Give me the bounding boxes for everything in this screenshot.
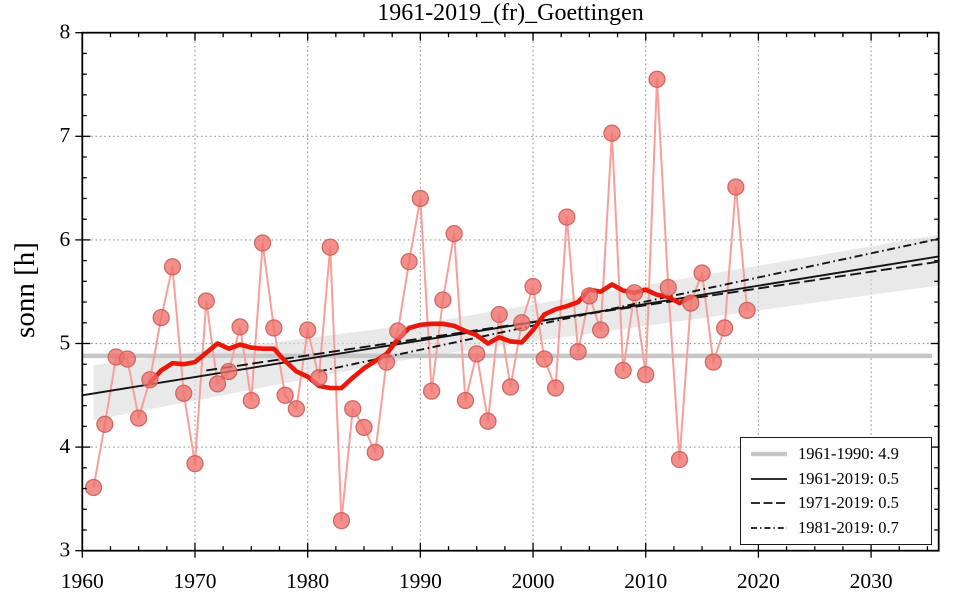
trend-1981-2019 xyxy=(318,237,939,373)
legend-line-sample xyxy=(751,526,787,529)
data-point-2013 xyxy=(670,450,689,469)
x-tick-label: 1960 xyxy=(61,569,104,593)
legend-label: 1971-2019: 0.5 xyxy=(798,493,899,513)
x-tick-label: 2010 xyxy=(624,569,667,593)
data-point-2004 xyxy=(569,343,587,361)
data-point-1964 xyxy=(118,350,137,368)
data-point-2011 xyxy=(648,70,666,88)
y-tick-label: 4 xyxy=(60,434,71,458)
x-tick-label: 1980 xyxy=(286,569,329,593)
y-tick-label: 5 xyxy=(60,330,71,354)
data-point-1984 xyxy=(344,400,362,418)
trend-1961-2019 xyxy=(82,255,939,397)
x-tick-label: 2000 xyxy=(512,569,555,593)
data-point-1981 xyxy=(310,369,328,387)
data-point-1991 xyxy=(422,382,441,400)
legend-label: 1981-2019: 0.7 xyxy=(798,517,899,537)
data-point-2005 xyxy=(580,287,599,305)
data-point-1961 xyxy=(84,478,103,497)
data-point-2001 xyxy=(535,350,553,368)
data-point-2018 xyxy=(727,178,745,196)
data-point-1970 xyxy=(186,455,204,473)
data-point-1986 xyxy=(366,443,384,461)
data-point-1965 xyxy=(129,409,148,427)
data-point-1968 xyxy=(163,258,182,276)
legend-line-sample xyxy=(751,477,787,480)
data-point-1999 xyxy=(513,314,531,332)
data-point-2007 xyxy=(603,124,621,142)
y-tick-label: 8 xyxy=(60,20,71,44)
legend-item-2: 1971-2019: 0.5 xyxy=(749,491,923,515)
data-point-1969 xyxy=(175,384,193,402)
legend-item-3: 1981-2019: 0.7 xyxy=(749,516,923,540)
data-point-1989 xyxy=(400,253,418,271)
legend-item-0: 1961-1990: 4.9 xyxy=(749,442,923,466)
data-point-1974 xyxy=(231,318,249,336)
x-tick-label: 2030 xyxy=(850,569,893,593)
data-point-2014 xyxy=(682,294,700,312)
data-point-1978 xyxy=(276,386,294,404)
legend-label: 1961-2019: 0.5 xyxy=(798,468,899,488)
data-point-1976 xyxy=(253,234,272,252)
data-point-1993 xyxy=(445,225,463,243)
data-point-2015 xyxy=(693,264,711,282)
smoothed-line xyxy=(147,282,694,391)
data-point-1994 xyxy=(456,391,475,410)
data-point-2000 xyxy=(524,277,542,296)
y-tick-label: 6 xyxy=(60,227,71,251)
data-point-2010 xyxy=(637,365,655,384)
legend-label: 1961-1990: 4.9 xyxy=(798,444,899,464)
data-point-2002 xyxy=(546,379,565,397)
x-tick-label: 1990 xyxy=(399,569,442,593)
legend-item-1: 1961-2019: 0.5 xyxy=(749,467,923,491)
data-point-1997 xyxy=(490,305,508,324)
data-point-1990 xyxy=(411,189,430,208)
data-point-1982 xyxy=(321,238,339,256)
data-point-1987 xyxy=(377,353,396,371)
data-point-2003 xyxy=(558,208,576,226)
y-tick-label: 3 xyxy=(60,538,71,562)
data-point-1992 xyxy=(434,291,452,309)
data-point-1966 xyxy=(141,371,159,389)
y-tick-label: 7 xyxy=(60,123,71,147)
x-tick-label: 1970 xyxy=(173,569,216,593)
data-point-2012 xyxy=(659,278,677,297)
x-tick-label: 2020 xyxy=(737,569,780,593)
data-point-1980 xyxy=(299,321,317,339)
data-point-1983 xyxy=(332,512,351,530)
data-point-1998 xyxy=(501,378,520,396)
data-point-1979 xyxy=(287,400,306,418)
data-point-1988 xyxy=(389,322,407,340)
data-point-1962 xyxy=(96,415,114,433)
data-point-2009 xyxy=(625,284,644,302)
data-point-2006 xyxy=(591,321,610,339)
data-point-1967 xyxy=(152,308,170,327)
data-point-1975 xyxy=(242,391,260,410)
legend-line-sample xyxy=(751,502,787,505)
data-point-2008 xyxy=(614,361,632,380)
data-point-1985 xyxy=(355,418,373,437)
chart-title: 1961-2019_(fr)_Goettingen xyxy=(377,0,644,26)
data-point-1971 xyxy=(197,292,215,310)
data-point-2019 xyxy=(738,301,756,319)
data-point-2016 xyxy=(704,353,722,371)
legend-line-sample xyxy=(751,452,787,457)
data-point-1973 xyxy=(220,362,238,381)
data-point-1995 xyxy=(468,345,486,363)
legend: 1961-1990: 4.9 1961-2019: 0.5 1971-2019: 0… xyxy=(740,437,932,545)
data-point-1996 xyxy=(479,412,497,430)
data-point-1977 xyxy=(265,319,283,337)
data-point-1972 xyxy=(208,375,227,393)
axes-spines xyxy=(81,31,940,552)
data-point-2017 xyxy=(715,319,734,337)
